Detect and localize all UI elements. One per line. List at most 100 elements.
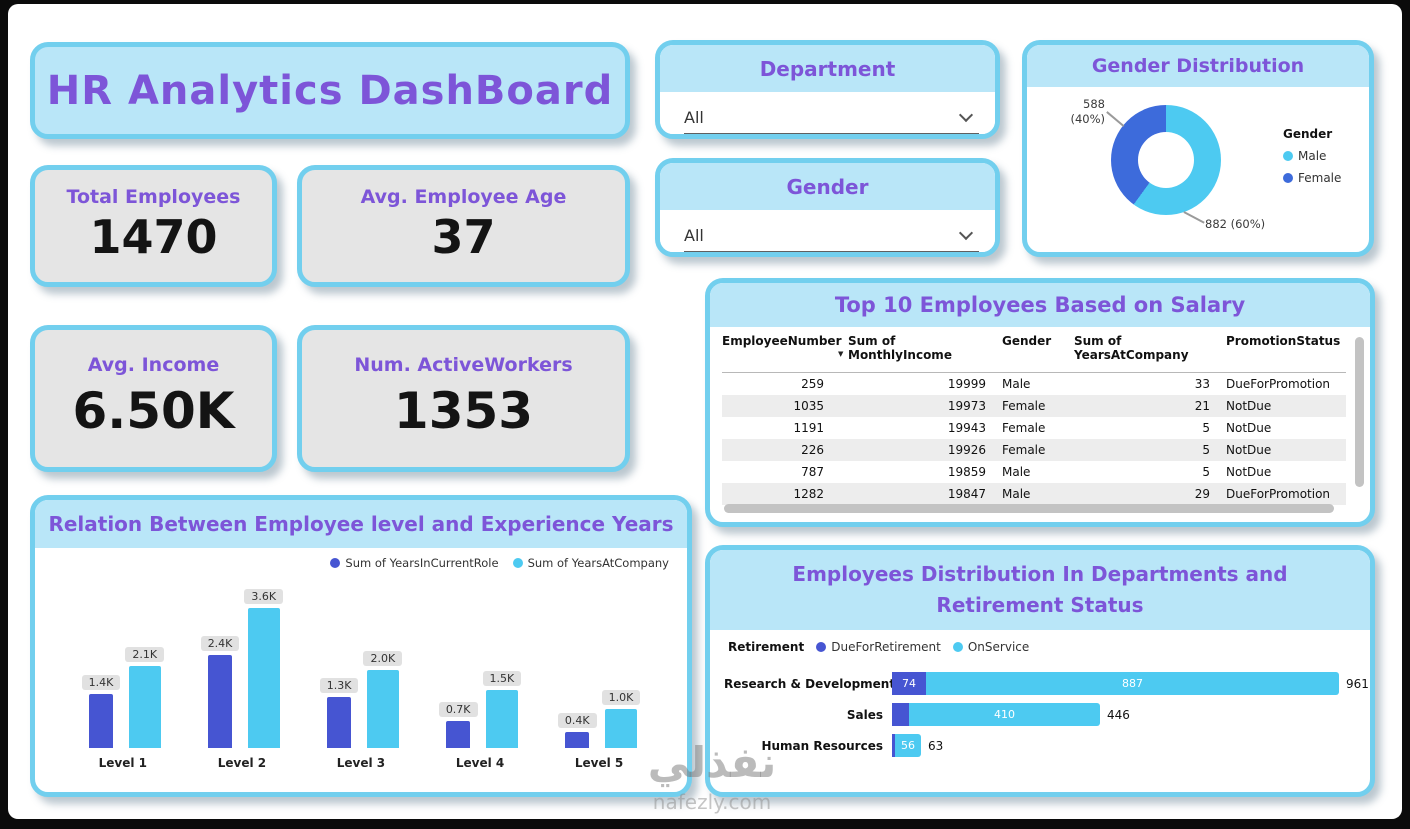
bar-segment-onservice[interactable]: 887 (926, 672, 1339, 695)
bar-years-at-company[interactable] (366, 670, 399, 748)
kpi-avg-income: Avg. Income 6.50K (30, 325, 277, 472)
legend-item-due-for-retirement[interactable]: DueForRetirement (816, 640, 941, 654)
bar-years-at-company[interactable] (247, 608, 280, 748)
level-group: 2.4K 3.6K Level 2 (200, 589, 284, 770)
legend-item-on-service[interactable]: OnService (952, 640, 1029, 654)
department-dropdown[interactable]: All (684, 102, 979, 134)
bar-years-in-current-role[interactable] (446, 721, 471, 748)
chart-title: Relation Between Employee level and Expe… (35, 500, 687, 548)
bar-years-in-current-role[interactable] (208, 655, 233, 748)
bar-value-label: 0.7K (438, 702, 478, 717)
dept-retirement-card: Employees Distribution In Departments an… (705, 545, 1375, 797)
slicer-title: Department (660, 45, 995, 92)
table-cell: NotDue (1226, 399, 1272, 413)
table-cell: 19999 (947, 377, 986, 391)
dept-row: Sales 410 446 (724, 703, 1356, 726)
table-cell: 29 (1194, 487, 1210, 501)
legend-item-male[interactable]: Male (1283, 149, 1341, 163)
table-horizontal-scrollbar[interactable] (724, 504, 1334, 513)
gender-dropdown[interactable]: All (684, 220, 979, 252)
bar-segment-onservice[interactable]: 56 (895, 734, 921, 757)
chevron-down-icon[interactable] (958, 225, 974, 241)
legend-title: Retirement (728, 640, 805, 654)
series-color-dot (330, 558, 341, 568)
table-row[interactable]: 1191 19943 Female 5 NotDue (722, 417, 1346, 439)
table-cell: Female (1002, 443, 1046, 457)
table-row[interactable]: 787 19859 Male 5 NotDue (722, 461, 1346, 483)
series-color-dot (512, 558, 523, 568)
bar-segment-dueforretirement[interactable] (892, 703, 909, 726)
table-cell: DueForPromotion (1226, 377, 1331, 391)
column-header[interactable]: Gender (1002, 334, 1052, 348)
kpi-value: 37 (431, 210, 496, 264)
kpi-total-employees: Total Employees 1470 (30, 165, 277, 287)
bar-years-in-current-role[interactable] (327, 697, 352, 748)
table-cell: 5 (1202, 443, 1210, 457)
bar-value-label: 1.0K (601, 690, 641, 705)
table-cell: Female (1002, 421, 1046, 435)
series-color-dot (816, 642, 827, 652)
bar-total-label: 446 (1107, 707, 1130, 722)
donut-hole (1138, 132, 1194, 188)
slicer-title: Gender (660, 163, 995, 210)
bar-value-label: 2.1K (125, 647, 165, 662)
x-axis-label: Level 1 (98, 756, 148, 770)
kpi-label: Avg. Income (87, 354, 220, 376)
table-vertical-scrollbar[interactable] (1355, 337, 1364, 487)
chevron-down-icon[interactable] (958, 107, 974, 123)
legend-title: Gender (1283, 127, 1333, 141)
table-cell: 1191 (793, 421, 824, 435)
table-row[interactable]: 259 19999 Male 33 DueForPromotion (722, 373, 1346, 395)
bar-segment-dueforretirement[interactable] (892, 734, 895, 757)
column-header[interactable]: PromotionStatus (1226, 334, 1341, 348)
dept-row: Human Resources 56 63 (724, 734, 1356, 757)
gender-donut[interactable] (1111, 105, 1221, 215)
dept-chart-rows: Research & Development 74 887 961 Sales 410 44… (724, 672, 1369, 765)
slicer-body: All (660, 210, 995, 252)
legend-item-female[interactable]: Female (1283, 171, 1341, 185)
callout-leader-line (1106, 111, 1125, 127)
table-cell: 19943 (947, 421, 986, 435)
bar-segment-onservice[interactable]: 410 (909, 703, 1100, 726)
table-cell: 259 (801, 377, 824, 391)
salary-table-body: 259 19999 Male 33 DueForPromotion 1035 19973 Fe… (722, 373, 1346, 505)
kpi-label: Total Employees (66, 186, 241, 208)
department-slicer-card: Department All (655, 40, 1000, 139)
bar-years-in-current-role[interactable] (565, 732, 590, 748)
table-row[interactable]: 1035 19973 Female 21 NotDue (722, 395, 1346, 417)
male-color-dot (1283, 151, 1293, 161)
table-cell: 1035 (793, 399, 824, 413)
table-cell: NotDue (1226, 421, 1272, 435)
bar-years-at-company[interactable] (485, 690, 518, 748)
chart-title: Gender Distribution (1027, 45, 1369, 87)
table-row[interactable]: 226 19926 Female 5 NotDue (722, 439, 1346, 461)
table-cell: 33 (1194, 377, 1210, 391)
chart-title: Employees Distribution In Departments an… (710, 550, 1370, 630)
column-header[interactable]: EmployeeNumber (722, 334, 842, 348)
level-group: 0.4K 1.0K Level 5 (557, 690, 641, 770)
bar-segment-dueforretirement[interactable]: 74 (892, 672, 926, 695)
column-header[interactable]: Sum of YearsAtCompany (1074, 334, 1189, 362)
bar-years-at-company[interactable] (128, 666, 161, 748)
table-cell: Male (1002, 377, 1031, 391)
bar-value-label: 2.0K (363, 651, 403, 666)
sort-descending-icon[interactable]: ▼ (838, 350, 844, 358)
bar-years-at-company[interactable] (604, 709, 637, 748)
level-chart-plot: 1.4K 2.1K Level 1 2.4K 3.6K Level 2 1.3K 2.0K Le… (45, 574, 677, 770)
column-header-sorted[interactable]: Sum of MonthlyIncome (848, 334, 952, 362)
x-axis-label: Level 3 (336, 756, 386, 770)
slicer-body: All (660, 92, 995, 134)
legend-item-years-in-current-role[interactable]: Sum of YearsInCurrentRole (330, 556, 499, 570)
dropdown-value: All (684, 108, 704, 127)
kpi-label: Num. ActiveWorkers (354, 354, 573, 376)
donut-callout-female: 588 (40%) (1070, 97, 1105, 126)
kpi-label: Avg. Employee Age (360, 186, 567, 208)
gender-slicer-card: Gender All (655, 158, 1000, 257)
dropdown-value: All (684, 226, 704, 245)
bar-years-in-current-role[interactable] (88, 694, 113, 748)
y-axis-label: Research & Development (724, 676, 896, 691)
level-group: 0.7K 1.5K Level 4 (438, 671, 522, 770)
table-cell: Male (1002, 465, 1031, 479)
table-row[interactable]: 1282 19847 Male 29 DueForPromotion (722, 483, 1346, 505)
legend-item-years-at-company[interactable]: Sum of YearsAtCompany (512, 556, 669, 570)
